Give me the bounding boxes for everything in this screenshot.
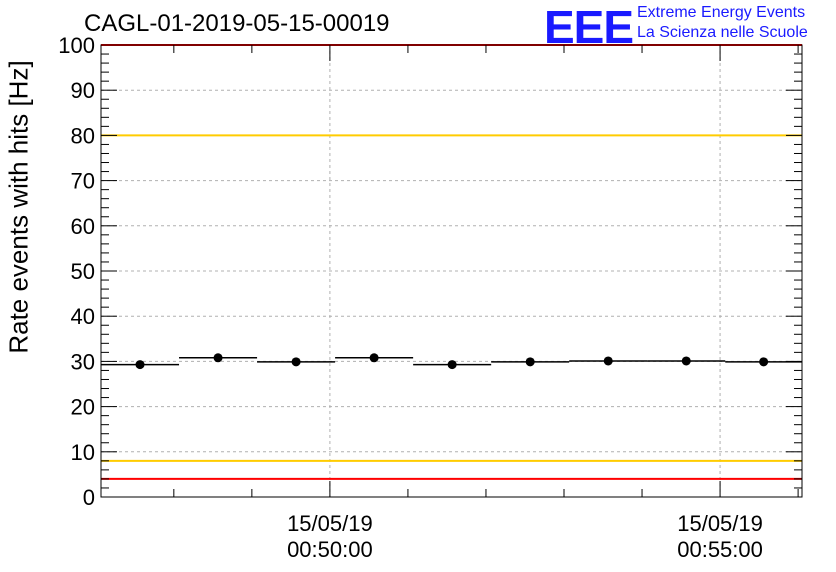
logo-line-1: Extreme Energy Events (637, 4, 806, 21)
data-point (369, 353, 379, 363)
y-tick-label: 70 (71, 169, 95, 194)
data-point (447, 360, 457, 370)
eee-logo-mark: EEE (544, 1, 634, 53)
y-tick-label: 30 (71, 349, 95, 374)
y-tick-label: 40 (71, 304, 95, 329)
reference-lines (101, 44, 802, 480)
y-tick-label: 100 (58, 33, 95, 58)
y-axis-label: Rate events with hits [Hz] (3, 60, 34, 354)
x-tick-label-time: 00:50:00 (287, 537, 373, 562)
y-tick-label: 20 (71, 395, 95, 420)
data-point (759, 357, 769, 367)
y-tick-label: 80 (71, 123, 95, 148)
chart-title: CAGL-01-2019-05-15-00019 (84, 10, 390, 37)
y-tick-label: 60 (71, 214, 95, 239)
data-point (291, 357, 301, 367)
data-point (525, 357, 535, 367)
data-point (681, 356, 691, 366)
x-tick-label-time: 00:55:00 (677, 537, 763, 562)
logo-line-2: La Scienza nelle Scuole (637, 24, 808, 41)
x-tick-label-date: 15/05/19 (287, 511, 373, 536)
y-tick-label: 90 (71, 78, 95, 103)
y-tick-label: 10 (71, 440, 95, 465)
y-tick-label: 0 (83, 485, 95, 510)
y-axis: 0 10 20 30 40 50 60 70 80 90 100 (58, 33, 802, 510)
y-tick-label: 50 (71, 259, 95, 284)
x-tick-label-date: 15/05/19 (677, 511, 763, 536)
data-points (101, 353, 802, 370)
data-point (135, 360, 145, 370)
data-point (213, 353, 223, 363)
data-point (603, 356, 613, 366)
grid-lines (101, 45, 802, 497)
